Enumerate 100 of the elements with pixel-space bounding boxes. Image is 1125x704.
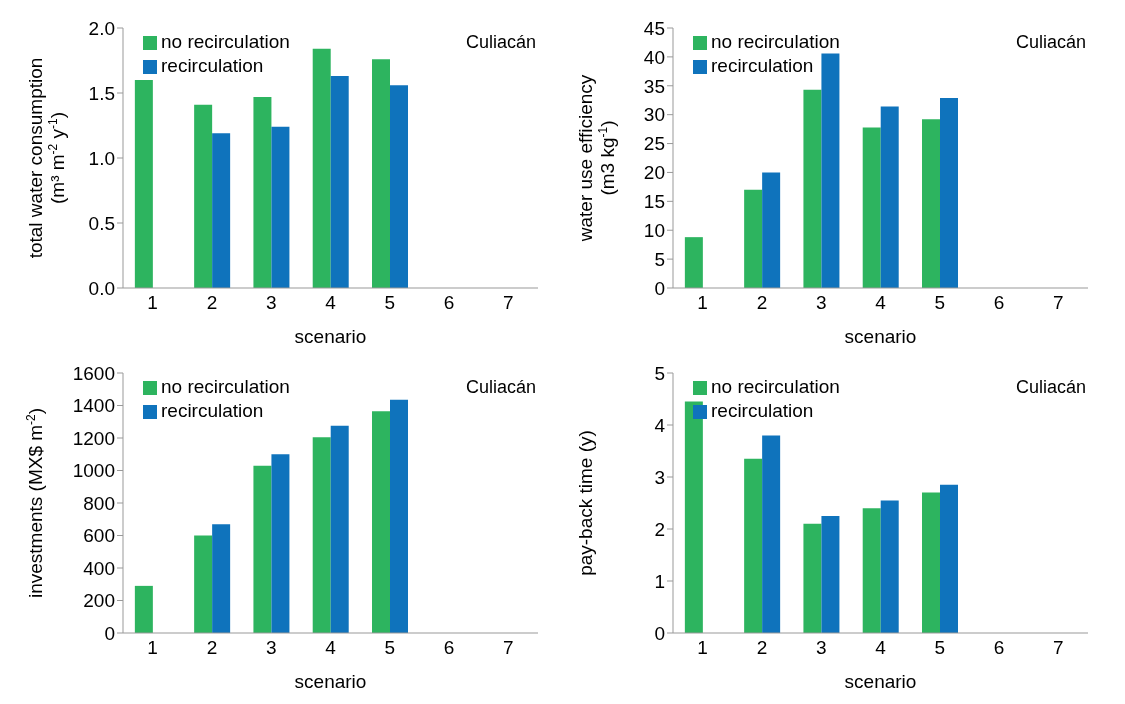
x-tick-label: 3 (265, 292, 277, 314)
y-tick-label: 1.0 (88, 147, 115, 169)
x-tick-label: 2 (756, 637, 768, 659)
y-tick-label: 1600 (72, 362, 115, 384)
y-tick-label: 1400 (72, 395, 115, 417)
x-tick-label: 1 (697, 292, 708, 314)
bar (821, 53, 840, 288)
bar (880, 500, 899, 633)
y-tick-label: 35 (643, 75, 665, 97)
bar (330, 425, 349, 633)
bar (253, 96, 272, 288)
legend-label: recirculation (161, 400, 264, 421)
annotation: Culiacán (1015, 32, 1086, 53)
bar (744, 458, 763, 633)
y-tick-label: 10 (643, 219, 665, 241)
x-tick-label: 2 (756, 292, 768, 314)
y-tick-label: 45 (643, 17, 665, 39)
bar (194, 535, 213, 633)
y-tick-label: 0 (654, 277, 665, 299)
bar (922, 119, 940, 288)
x-tick-label: 6 (993, 292, 1005, 314)
x-tick-label: 1 (147, 292, 158, 314)
legend-label: no recirculation (161, 31, 290, 52)
y-tick-label: 0 (654, 622, 665, 644)
y-tick-label: 200 (83, 590, 115, 612)
x-axis-title: scenario (844, 326, 917, 347)
y-tick-label: 0.0 (88, 277, 115, 299)
x-tick-label: 1 (147, 637, 158, 659)
legend-label: recirculation (711, 400, 814, 421)
y-tick-label: 15 (643, 191, 665, 213)
y-tick-label: 600 (83, 525, 115, 547)
bar (194, 104, 213, 288)
legend-label: recirculation (161, 55, 264, 76)
bar (803, 523, 822, 633)
x-axis-title: scenario (294, 671, 367, 692)
x-tick-label: 5 (934, 637, 946, 659)
x-tick-label: 5 (934, 292, 946, 314)
bar (803, 89, 822, 288)
y-tick-label: 0.5 (88, 212, 115, 234)
y-tick-label: 2 (654, 518, 665, 540)
bar (134, 585, 153, 633)
x-tick-label: 7 (503, 292, 514, 314)
y-tick-label: 5 (654, 362, 665, 384)
x-tick-label: 3 (815, 292, 827, 314)
bar (253, 465, 272, 633)
bar (762, 172, 781, 288)
x-tick-label: 3 (265, 637, 277, 659)
legend-label: no recirculation (161, 376, 290, 397)
x-tick-label: 7 (1053, 637, 1064, 659)
legend-label: recirculation (711, 55, 814, 76)
bar (330, 76, 349, 288)
y-tick-label: 400 (83, 557, 115, 579)
bar (372, 411, 390, 633)
y-tick-label: 1200 (72, 427, 115, 449)
y-tick-label: 4 (654, 414, 666, 436)
bar (372, 59, 390, 288)
y-tick-label: 1000 (72, 460, 115, 482)
y-tick-label: 20 (643, 162, 665, 184)
y-axis-title: pay-back time (y) (575, 430, 596, 576)
y-tick-label: 2.0 (88, 17, 115, 39)
x-tick-label: 6 (443, 637, 455, 659)
bar (940, 484, 958, 633)
y-tick-label: 25 (643, 133, 665, 155)
x-tick-label: 3 (815, 637, 827, 659)
y-tick-label: 1 (654, 570, 665, 592)
bar (744, 189, 763, 288)
x-tick-label: 7 (1053, 292, 1064, 314)
bar (390, 399, 408, 633)
x-tick-label: 2 (206, 292, 218, 314)
bar (312, 48, 331, 288)
y-tick-label: 800 (83, 492, 115, 514)
x-tick-label: 7 (503, 637, 514, 659)
y-tick-label: 5 (654, 248, 665, 270)
x-axis-title: scenario (294, 326, 367, 347)
bar (922, 492, 940, 633)
x-tick-label: 5 (384, 637, 396, 659)
annotation: Culiacán (465, 377, 536, 398)
y-tick-label: 30 (643, 104, 665, 126)
x-tick-label: 2 (206, 637, 218, 659)
bar (684, 237, 703, 288)
y-tick-label: 0 (104, 622, 115, 644)
x-tick-label: 5 (384, 292, 396, 314)
bar (212, 524, 231, 633)
x-tick-label: 4 (325, 637, 337, 659)
bar (212, 133, 231, 288)
x-axis-title: scenario (844, 671, 917, 692)
y-tick-label: 40 (643, 46, 665, 68)
bar (940, 97, 958, 288)
legend-label: no recirculation (711, 31, 840, 52)
bar (821, 516, 840, 633)
x-tick-label: 6 (993, 637, 1005, 659)
x-tick-label: 1 (697, 637, 708, 659)
bar (134, 80, 153, 288)
bar (880, 106, 899, 288)
bar (762, 435, 781, 633)
legend-label: no recirculation (711, 376, 840, 397)
bar (862, 508, 881, 633)
bar (312, 437, 331, 633)
y-tick-label: 3 (654, 466, 665, 488)
bar (271, 126, 290, 288)
